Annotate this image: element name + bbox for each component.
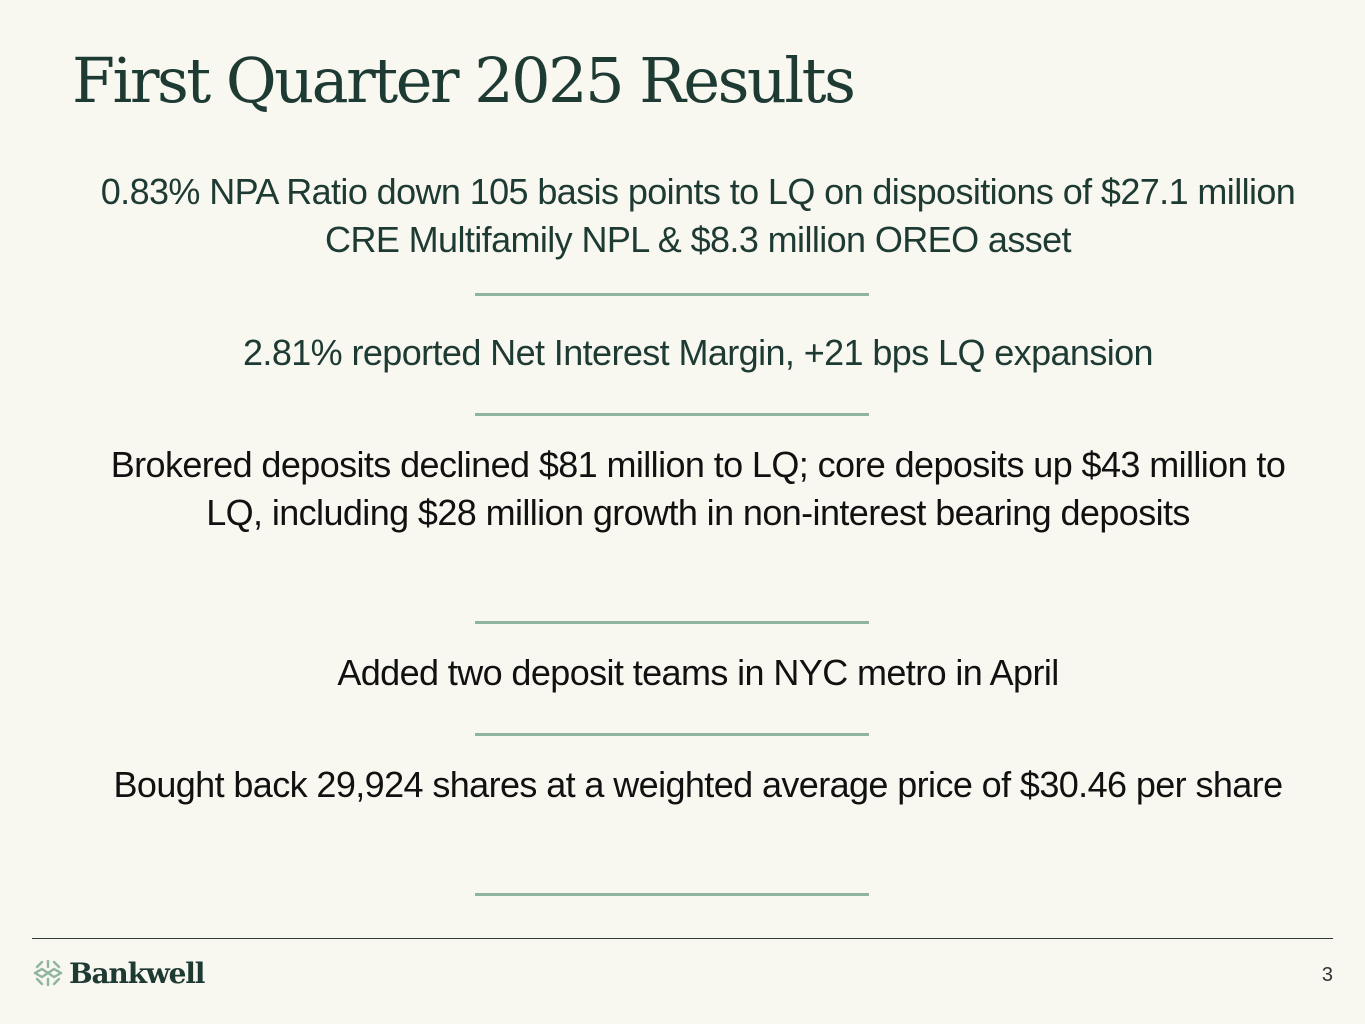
bullet-npa-ratio: 0.83% NPA Ratio down 105 basis points to…: [100, 171, 1296, 260]
logo-wordmark: Bankwell: [69, 956, 205, 990]
bankwell-logo-icon: [33, 959, 63, 987]
bullet-share-buyback: Bought back 29,924 shares at a weighted …: [113, 764, 1283, 805]
divider-rule: [475, 893, 869, 896]
divider-rule: [475, 621, 869, 624]
page-number: 3: [1321, 964, 1333, 986]
divider-rule: [475, 733, 869, 736]
bullet-deposit-teams: Added two deposit teams in NYC metro in …: [337, 652, 1059, 693]
bankwell-logo: Bankwell: [33, 955, 205, 991]
results-list: 0.83% NPA Ratio down 105 basis points to…: [100, 171, 1296, 896]
footer-divider: [32, 938, 1333, 939]
divider-rule: [475, 293, 869, 296]
bullet-deposits: Brokered deposits declined $81 million t…: [110, 444, 1286, 533]
page-title: First Quarter 2025 Results: [72, 44, 856, 117]
bullet-net-interest-margin: 2.81% reported Net Interest Margin, +21 …: [243, 332, 1154, 373]
divider-rule: [475, 413, 869, 416]
